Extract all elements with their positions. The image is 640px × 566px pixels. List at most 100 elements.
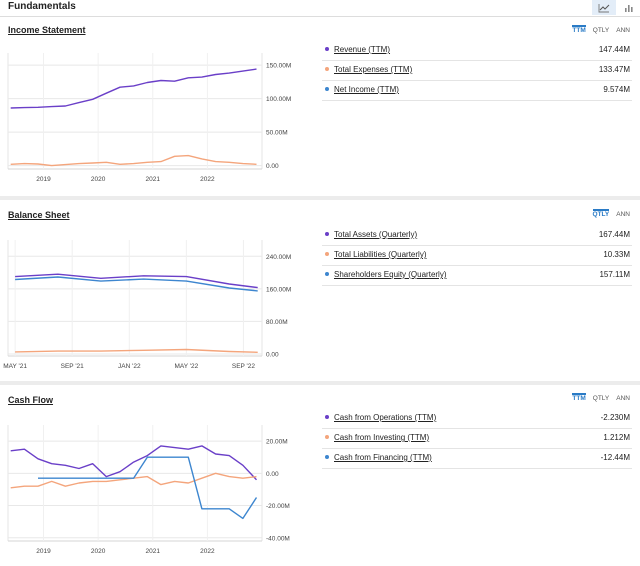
series-line: [15, 348, 258, 353]
legend-dot: [325, 435, 329, 439]
legend-value: 157.11M: [599, 270, 630, 279]
x-tick-label: 2021: [146, 548, 161, 555]
x-tick-label: 2022: [200, 548, 215, 555]
balance-sheet-chart: 240.00M 160.00M 80.00M 0.00 MAY '21 SEP '21 JA…: [3, 240, 291, 370]
line-chart-icon: [598, 3, 610, 12]
legend-dot: [325, 252, 329, 256]
series-line: [15, 276, 258, 292]
top-bar: Fundamentals: [0, 0, 640, 17]
legend-value: 133.47M: [598, 65, 630, 74]
legend-label[interactable]: Shareholders Equity (Quarterly): [334, 270, 447, 279]
income-statement-chart: 150.00M 100.00M 50.00M 0.00 2019 2020 2021 2022: [7, 53, 291, 183]
period-tab[interactable]: QTLY: [592, 27, 610, 34]
bar-chart-view-button[interactable]: [617, 0, 640, 15]
x-tick-label: SEP '21: [61, 363, 85, 370]
y-tick-label: 100.00M: [266, 96, 291, 103]
legend-label[interactable]: Cash from Financing (TTM): [334, 453, 432, 462]
y-tick-label: -20.00M: [266, 503, 290, 510]
legend-dot: [325, 232, 329, 236]
x-tick-label: MAY '21: [3, 363, 27, 370]
page-title: Fundamentals: [8, 1, 76, 12]
legend-dot: [325, 455, 329, 459]
y-tick-label: 240.00M: [266, 254, 291, 261]
period-tab[interactable]: TTM: [572, 25, 586, 34]
period-tab[interactable]: ANN: [616, 395, 630, 402]
series-line: [10, 472, 257, 489]
period-tab[interactable]: ANN: [616, 211, 630, 218]
legend-value: -12.44M: [600, 453, 630, 462]
income-statement-section: Income Statement TTM QTLY ANN 150.00M 100…: [0, 17, 640, 196]
legend-label[interactable]: Total Assets (Quarterly): [334, 230, 418, 239]
bar-chart-icon: [625, 4, 633, 12]
legend-dot: [325, 415, 329, 419]
legend-dot: [325, 272, 329, 276]
section-title[interactable]: Cash Flow: [8, 395, 54, 405]
legend-row-cash-from-financing: Cash from Financing (TTM) -12.44M: [322, 449, 632, 469]
balance-sheet-legend: Total Assets (Quarterly) 167.44M Total L…: [322, 226, 632, 286]
series-line: [38, 456, 258, 520]
balance-sheet-section: Balance Sheet QTLY ANN 240.00M 160.00M 80.…: [0, 200, 640, 381]
period-tab[interactable]: ANN: [616, 27, 630, 34]
period-tab[interactable]: QTLY: [592, 395, 610, 402]
legend-label[interactable]: Total Liabilities (Quarterly): [334, 250, 427, 259]
section-divider: [0, 196, 640, 200]
cash-flow-section: Cash Flow TTM QTLY ANN 20.00M 0.00 -20.00M…: [0, 385, 640, 566]
x-tick-label: 2020: [91, 548, 106, 555]
x-tick-label: 2019: [36, 548, 51, 555]
period-selector: QTLY ANN: [592, 209, 630, 218]
series-line: [10, 68, 257, 109]
income-statement-legend: Revenue (TTM) 147.44M Total Expenses (TT…: [322, 41, 632, 101]
legend-value: -2.230M: [600, 413, 630, 422]
y-tick-label: 0.00: [266, 163, 279, 170]
legend-label[interactable]: Revenue (TTM): [334, 45, 391, 54]
legend-row-revenue: Revenue (TTM) 147.44M: [322, 41, 632, 61]
legend-row-cash-from-investing: Cash from Investing (TTM) 1.212M: [322, 429, 632, 449]
x-tick-label: 2022: [200, 176, 215, 183]
legend-value: 10.33M: [603, 250, 630, 259]
legend-row-total-liabilities: Total Liabilities (Quarterly) 10.33M: [322, 246, 632, 266]
legend-row-shareholders-equity: Shareholders Equity (Quarterly) 157.11M: [322, 266, 632, 286]
legend-dot: [325, 47, 329, 51]
x-tick-label: 2019: [36, 176, 51, 183]
y-tick-label: 0.00: [266, 471, 279, 478]
legend-dot: [325, 67, 329, 71]
section-title[interactable]: Income Statement: [8, 25, 86, 35]
y-tick-label: 160.00M: [266, 286, 291, 293]
x-tick-label: MAY '22: [174, 363, 198, 370]
period-selector: TTM QTLY ANN: [572, 393, 630, 402]
legend-label[interactable]: Net Income (TTM): [334, 85, 399, 94]
y-tick-label: 80.00M: [266, 319, 288, 326]
period-tab[interactable]: QTLY: [592, 209, 610, 218]
legend-value: 147.44M: [598, 45, 630, 54]
x-tick-label: JAN '22: [118, 363, 141, 370]
legend-row-net-income: Net Income (TTM) 9.574M: [322, 81, 632, 101]
legend-label[interactable]: Total Expenses (TTM): [334, 65, 413, 74]
y-tick-label: 150.00M: [266, 63, 291, 70]
section-divider: [0, 381, 640, 385]
legend-label[interactable]: Cash from Operations (TTM): [334, 413, 437, 422]
section-title[interactable]: Balance Sheet: [8, 210, 70, 220]
series-line: [15, 273, 258, 289]
legend-row-total-assets: Total Assets (Quarterly) 167.44M: [322, 226, 632, 246]
x-tick-label: 2021: [146, 176, 161, 183]
period-selector: TTM QTLY ANN: [572, 25, 630, 34]
legend-row-cash-from-operations: Cash from Operations (TTM) -2.230M: [322, 409, 632, 429]
period-tab[interactable]: TTM: [572, 393, 586, 402]
legend-dot: [325, 87, 329, 91]
legend-row-total-expenses: Total Expenses (TTM) 133.47M: [322, 61, 632, 81]
legend-value: 167.44M: [598, 230, 630, 239]
cash-flow-legend: Cash from Operations (TTM) -2.230M Cash …: [322, 409, 632, 469]
x-tick-label: 2020: [91, 176, 106, 183]
x-tick-label: SEP '22: [232, 363, 256, 370]
series-line: [10, 445, 258, 481]
y-tick-label: 20.00M: [266, 439, 288, 446]
line-chart-view-button[interactable]: [592, 0, 616, 15]
series-line: [10, 154, 257, 167]
y-tick-label: 50.00M: [266, 130, 288, 137]
cash-flow-chart: 20.00M 0.00 -20.00M -40.00M 2019 2020 2021 2022: [7, 425, 290, 555]
y-tick-label: 0.00: [266, 351, 279, 358]
legend-label[interactable]: Cash from Investing (TTM): [334, 433, 430, 442]
legend-value: 9.574M: [603, 85, 630, 94]
legend-value: 1.212M: [603, 433, 630, 442]
y-tick-label: -40.00M: [266, 535, 290, 542]
